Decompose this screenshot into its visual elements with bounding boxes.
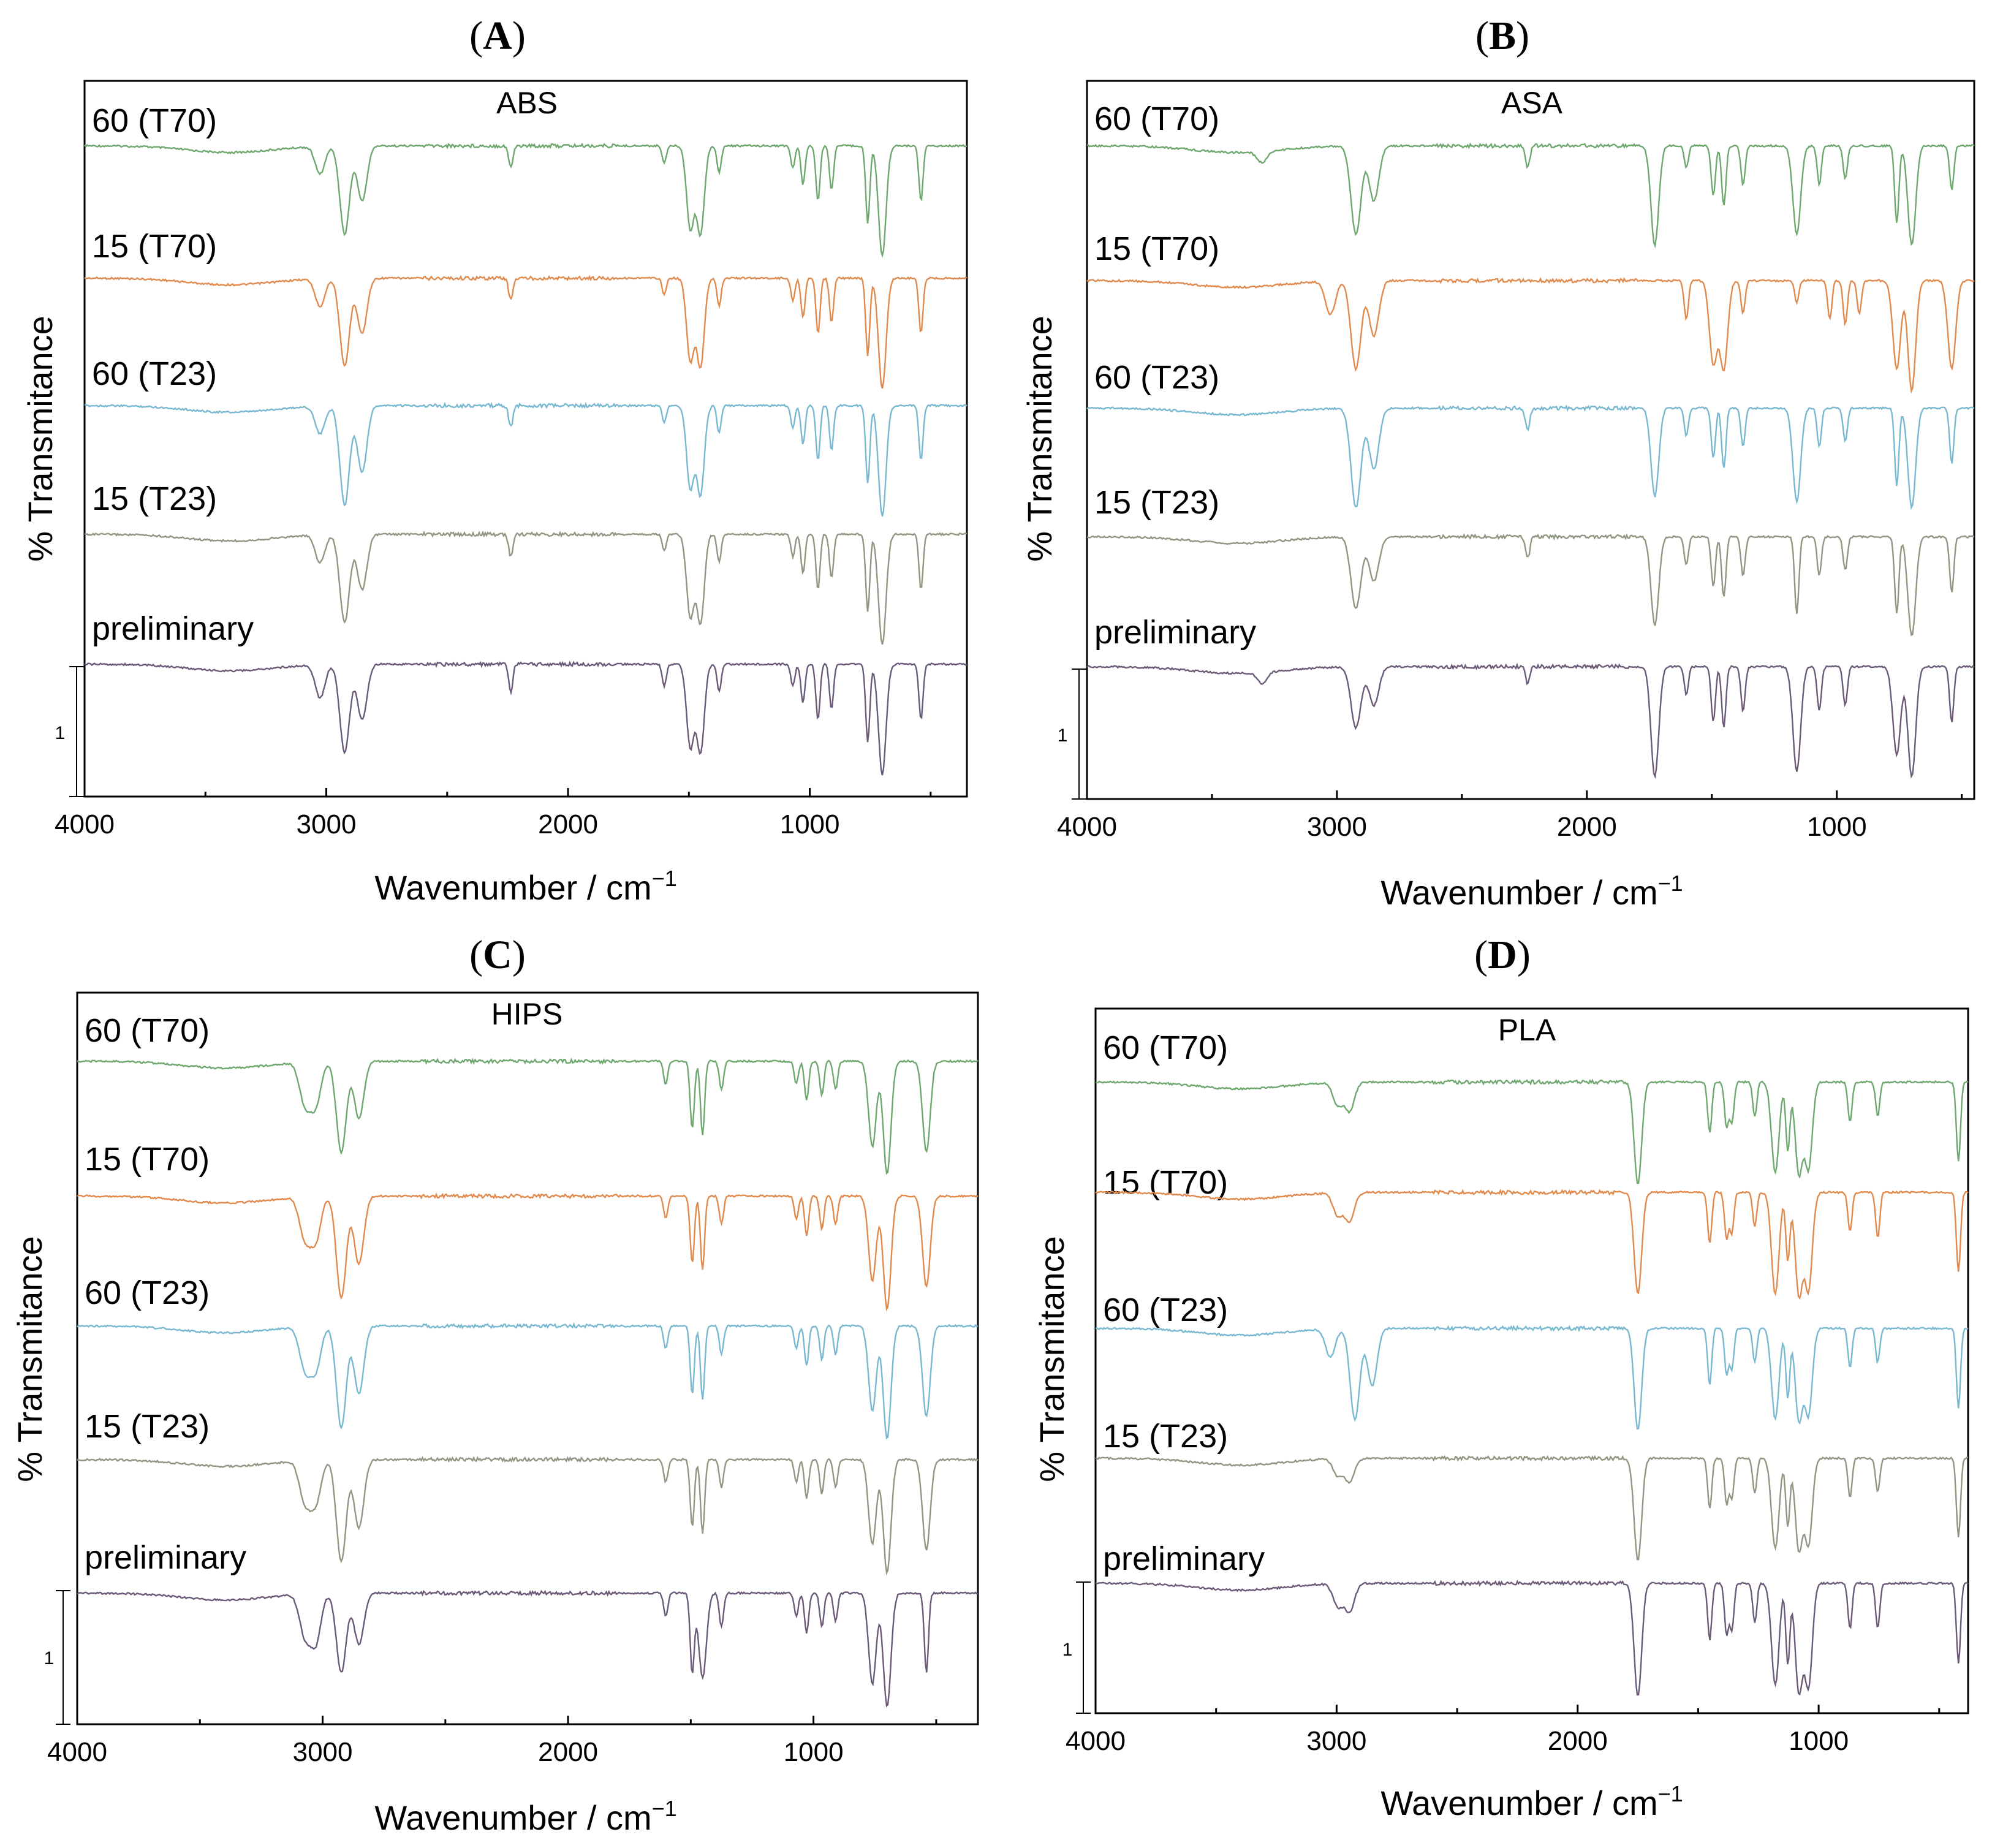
panel-a-title: ABS (496, 86, 558, 120)
panel-a-scale-label: 1 (55, 723, 66, 743)
panel-d-tick-label-4000: 4000 (1066, 1726, 1126, 1756)
panel-c-xlabel: Wavenumber / cm−1 (374, 1796, 676, 1837)
panel-d-series-60-t23 (1095, 1325, 1969, 1430)
panel-d-series-15-t70 (1095, 1188, 1969, 1300)
panel-b-frame (1086, 80, 1975, 800)
panel-a-label: (A) (469, 13, 526, 58)
panel-b-title: ASA (1501, 86, 1563, 120)
panel-c-legend-15-t23: 15 (T23) (85, 1408, 210, 1445)
panel-a-scale-bar: 1 (55, 666, 84, 797)
panel-d-legend-preliminary: preliminary (1103, 1540, 1265, 1577)
panel-b: (B) ASA % Transmitance Wavenumber / cm−1… (1020, 13, 1975, 912)
panel-c-series-preliminary (77, 1589, 979, 1708)
panel-c-series-15-t70 (77, 1192, 979, 1312)
panel-b-series-15-t23 (1086, 533, 1975, 637)
panel-b-tick-label-2000: 2000 (1557, 812, 1617, 842)
panel-b-tick-label-4000: 4000 (1057, 812, 1117, 842)
panel-d-legend-15-t23: 15 (T23) (1103, 1418, 1228, 1455)
panel-c-tick-label-2000: 2000 (538, 1737, 598, 1767)
panel-b-ylabel: % Transmitance (1020, 316, 1059, 562)
panel-c-frame (76, 991, 979, 1725)
panel-a-legend-15-t70: 15 (T70) (92, 228, 217, 265)
panel-b-xlabel: Wavenumber / cm−1 (1380, 871, 1683, 912)
panel-b-legend-60-t23: 60 (T23) (1094, 359, 1219, 396)
panel-a-xlabel: Wavenumber / cm−1 (374, 866, 676, 907)
panel-b-legend-15-t70: 15 (T70) (1094, 230, 1219, 267)
panel-d-scale-label: 1 (1062, 1640, 1073, 1660)
panel-c-label: (C) (469, 933, 526, 977)
panel-a-tick-label-4000: 4000 (55, 809, 115, 839)
panel-a: (A) ABS % Transmitance Wavenumber / cm−1… (21, 13, 968, 907)
panel-b-tick-label-3000: 3000 (1307, 812, 1367, 842)
panel-d-tick-label-3000: 3000 (1306, 1726, 1366, 1756)
panel-c-legend-60-t70: 60 (T70) (85, 1012, 210, 1049)
panel-c-legend-15-t70: 15 (T70) (85, 1141, 210, 1178)
panel-a-tick-label-2000: 2000 (538, 809, 598, 839)
panel-b-legend-preliminary: preliminary (1094, 614, 1256, 651)
panel-b-series-60-t23 (1086, 404, 1975, 510)
panel-d-label: (D) (1474, 933, 1531, 977)
panel-d-frame (1094, 1007, 1969, 1714)
panel-c: (C) HIPS % Transmitance Wavenumber / cm−… (10, 933, 979, 1837)
panel-d-legend-60-t23: 60 (T23) (1103, 1292, 1228, 1328)
panel-b-series-preliminary (1086, 662, 1975, 779)
panel-b-tick-label-1000: 1000 (1807, 812, 1867, 842)
panel-c-tick-label-1000: 1000 (784, 1737, 844, 1767)
panel-d-series-preliminary (1095, 1580, 1969, 1696)
panel-a-frame (83, 80, 968, 798)
panel-b-series-60-t70 (1087, 142, 1975, 249)
panel-a-tick-label-3000: 3000 (297, 809, 357, 839)
panel-d-title: PLA (1498, 1013, 1556, 1047)
panel-d-tick-label-2000: 2000 (1548, 1726, 1608, 1756)
panel-d-ylabel: % Transmitance (1032, 1236, 1071, 1482)
panel-a-legend-15-t23: 15 (T23) (92, 480, 217, 517)
panel-a-legend-60-t70: 60 (T70) (92, 102, 217, 139)
panel-c-series-15-t23 (77, 1456, 979, 1575)
panel-a-series-preliminary (84, 661, 968, 776)
panel-c-scale-bar: 1 (44, 1590, 70, 1725)
panel-d-series-15-t23 (1095, 1455, 1969, 1561)
panel-d-legend-60-t70: 60 (T70) (1103, 1029, 1228, 1066)
panel-d-scale-bar: 1 (1062, 1581, 1091, 1714)
panel-c-tick-label-4000: 4000 (47, 1737, 107, 1767)
panel-d-tick-label-1000: 1000 (1789, 1726, 1849, 1756)
panel-a-series-15-t23 (84, 530, 968, 645)
panel-b-scale-label: 1 (1058, 725, 1068, 746)
panel-b-legend-15-t23: 15 (T23) (1094, 484, 1219, 521)
panel-d: (D) PLA % Transmitance Wavenumber / cm−1… (1032, 933, 1969, 1822)
panel-a-series-15-t70 (84, 275, 968, 389)
panel-b-legend-60-t70: 60 (T70) (1094, 100, 1219, 137)
panel-a-series-60-t23 (84, 401, 968, 517)
panel-b-label: (B) (1475, 13, 1529, 58)
panel-c-tick-label-3000: 3000 (293, 1737, 353, 1767)
panel-c-legend-preliminary: preliminary (85, 1539, 246, 1576)
panel-d-legend-15-t70: 15 (T70) (1103, 1164, 1228, 1201)
panel-a-series-60-t70 (84, 142, 968, 259)
panel-d-xlabel: Wavenumber / cm−1 (1380, 1781, 1683, 1822)
panel-a-legend-preliminary: preliminary (92, 610, 254, 647)
panel-c-series-60-t70 (77, 1058, 979, 1175)
panel-c-ylabel: % Transmitance (10, 1236, 49, 1482)
panel-c-series-60-t23 (77, 1322, 979, 1440)
panel-c-scale-label: 1 (44, 1648, 55, 1668)
panel-a-ylabel: % Transmitance (21, 316, 59, 562)
panel-b-series-15-t70 (1086, 277, 1975, 394)
panel-b-scale-bar: 1 (1058, 668, 1086, 800)
panel-a-tick-label-1000: 1000 (780, 809, 840, 839)
panel-c-title: HIPS (491, 997, 563, 1031)
panel-d-series-60-t70 (1095, 1078, 1969, 1184)
panel-a-legend-60-t23: 60 (T23) (92, 355, 217, 392)
panel-c-legend-60-t23: 60 (T23) (85, 1274, 210, 1311)
